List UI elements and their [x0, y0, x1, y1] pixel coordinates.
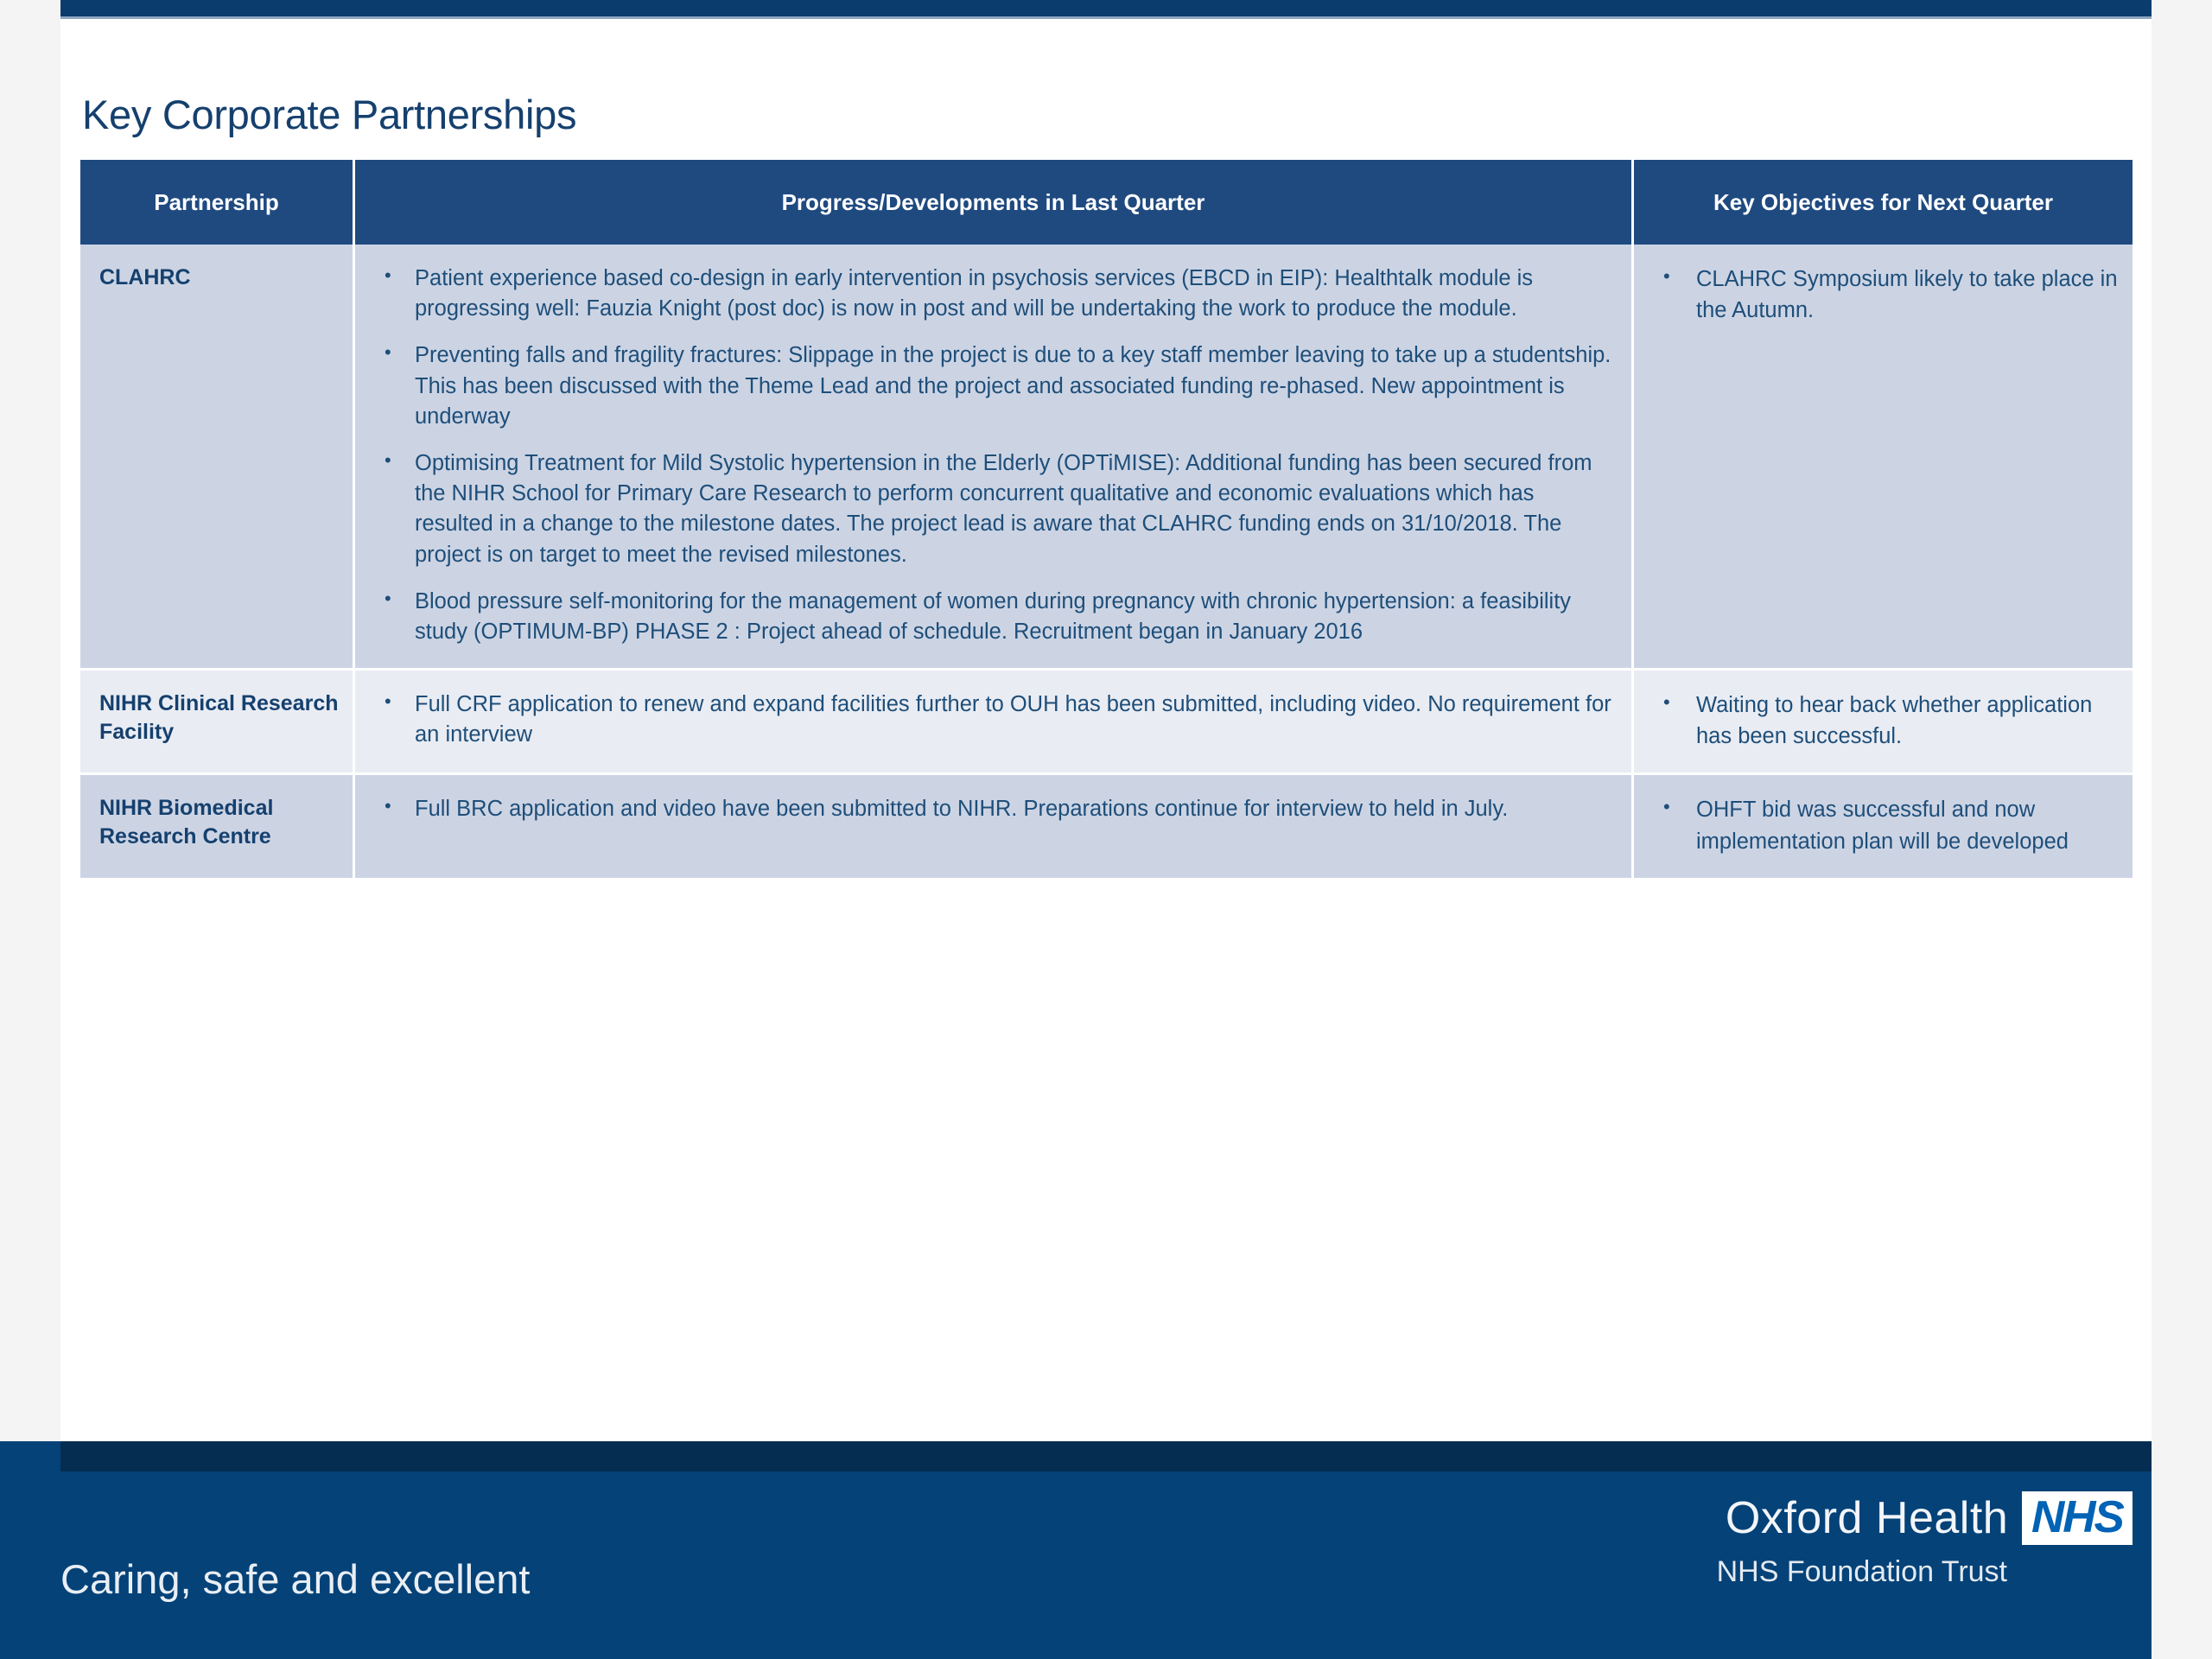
table-header-row: Partnership Progress/Developments in Las…: [80, 160, 2133, 245]
objectives-cell: Waiting to hear back whether application…: [1634, 671, 2133, 776]
slide-canvas: Key Corporate Partnerships Partnership P…: [0, 0, 2152, 1659]
progress-bullet-list: Patient experience based co-design in ea…: [374, 263, 1618, 647]
organisation-name: Oxford Health: [1725, 1493, 2009, 1543]
progress-bullet-list: Full BRC application and video have been…: [374, 793, 1618, 824]
slide-footer: Caring, safe and excellent Oxford Health…: [0, 1441, 2152, 1659]
objectives-bullet-list: OHFT bid was successful and now implemen…: [1653, 793, 2119, 856]
table-row: NIHR Biomedical Research Centre Full BRC…: [80, 775, 2133, 880]
list-item: Waiting to hear back whether application…: [1653, 689, 2119, 752]
slide-top-bar: [60, 0, 2152, 19]
progress-cell: Full CRF application to renew and expand…: [355, 671, 1634, 776]
nhs-logo-icon: NHS: [2022, 1491, 2133, 1545]
partnership-name-cell: NIHR Biomedical Research Centre: [80, 775, 355, 880]
list-item: Preventing falls and fragility fractures…: [374, 340, 1618, 432]
organisation-logo: Oxford Health NHS NHS Foundation Trust: [1717, 1491, 2133, 1586]
progress-cell: Full BRC application and video have been…: [355, 775, 1634, 880]
list-item: Full BRC application and video have been…: [374, 793, 1618, 824]
page-title: Key Corporate Partnerships: [82, 92, 577, 137]
key-corporate-partnerships-table: Partnership Progress/Developments in Las…: [80, 160, 2133, 880]
column-header-objectives: Key Objectives for Next Quarter: [1634, 160, 2133, 245]
logo-row: Oxford Health NHS: [1717, 1491, 2133, 1545]
table-row: CLAHRC Patient experience based co-desig…: [80, 245, 2133, 671]
column-header-partnership: Partnership: [80, 160, 355, 245]
trust-subtitle: NHS Foundation Trust: [1716, 1555, 2007, 1588]
list-item: Patient experience based co-design in ea…: [374, 263, 1618, 324]
table-body: CLAHRC Patient experience based co-desig…: [80, 245, 2133, 880]
list-item: Blood pressure self-monitoring for the m…: [374, 586, 1618, 647]
list-item: CLAHRC Symposium likely to take place in…: [1653, 263, 2119, 326]
table-header: Partnership Progress/Developments in Las…: [80, 160, 2133, 245]
footer-tagline: Caring, safe and excellent: [60, 1556, 531, 1602]
list-item: Optimising Treatment for Mild Systolic h…: [374, 448, 1618, 570]
objectives-cell: CLAHRC Symposium likely to take place in…: [1634, 245, 2133, 671]
objectives-bullet-list: CLAHRC Symposium likely to take place in…: [1653, 263, 2119, 326]
footer-left-extension: [0, 1441, 60, 1659]
footer-accent-strip: [60, 1441, 2152, 1471]
objectives-bullet-list: Waiting to hear back whether application…: [1653, 689, 2119, 752]
progress-bullet-list: Full CRF application to renew and expand…: [374, 689, 1618, 750]
list-item: Full CRF application to renew and expand…: [374, 689, 1618, 750]
progress-cell: Patient experience based co-design in ea…: [355, 245, 1634, 671]
objectives-cell: OHFT bid was successful and now implemen…: [1634, 775, 2133, 880]
partnership-name-cell: CLAHRC: [80, 245, 355, 671]
column-header-progress: Progress/Developments in Last Quarter: [355, 160, 1634, 245]
partnership-name-cell: NIHR Clinical Research Facility: [80, 671, 355, 776]
nhs-wordmark: NHS: [2031, 1492, 2125, 1542]
table-row: NIHR Clinical Research Facility Full CRF…: [80, 671, 2133, 776]
list-item: OHFT bid was successful and now implemen…: [1653, 793, 2119, 856]
